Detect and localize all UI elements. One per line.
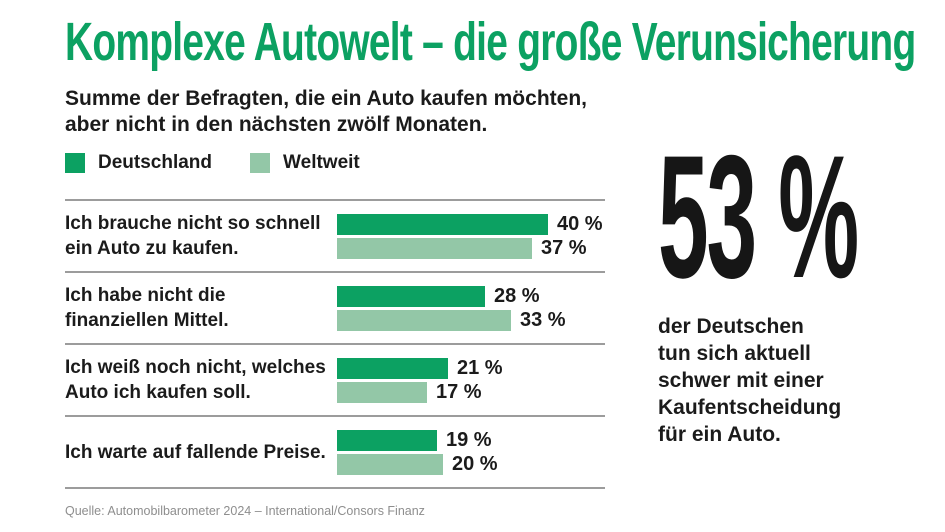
chart-legend: Deutschland Weltweit [65, 152, 945, 174]
page-title: Komplexe Autowelt – die große Verunsiche… [65, 14, 945, 70]
bar-deutschland-2 [337, 285, 485, 307]
bar-deutschland-3 [337, 357, 448, 379]
bar-deutschland-1 [337, 213, 548, 235]
source-note: Quelle: Automobilbarometer 2024 – Intern… [65, 504, 425, 518]
legend-label-deutschland: Deutschland [98, 152, 213, 173]
category-label-2-line1: Ich habe nicht die [65, 285, 226, 306]
chart-subtitle-line1: Summe der Befragten, die ein Auto kaufen… [65, 87, 587, 110]
bar-weltweit-3 [337, 381, 427, 403]
bar-weltweit-1 [337, 237, 532, 259]
page-title-text: Komplexe Autowelt – die große Verunsiche… [65, 12, 916, 72]
bar-value-deutschland-2: 28 % [494, 284, 540, 307]
legend-swatch-deutschland [65, 153, 85, 173]
category-label-3-line1: Ich weiß noch nicht, welches [65, 357, 326, 378]
legend-label-weltweit: Weltweit [283, 152, 360, 173]
bar-value-deutschland-1: 40 % [557, 212, 603, 235]
category-label-4: Ich warte auf fallende Preise. [65, 440, 337, 465]
bar-line-deutschland-4: 19 % [337, 428, 605, 451]
bar-group-4: 19 % 20 % [337, 427, 605, 478]
callout-text: der Deutschen tun sich aktuell schwer mi… [658, 313, 943, 448]
callout-text-line4: Kaufentscheidung [658, 396, 842, 419]
bar-deutschland-4 [337, 429, 437, 451]
bar-value-weltweit-1: 37 % [541, 236, 587, 259]
callout-panel: 53 % der Deutschen tun sich aktuell schw… [658, 120, 943, 448]
category-label-3-line2: Auto ich kaufen soll. [65, 382, 251, 403]
bar-group-1: 40 % 37 % [337, 211, 605, 262]
bar-value-weltweit-3: 17 % [436, 380, 482, 403]
bar-weltweit-2 [337, 309, 511, 331]
callout-text-line5: für ein Auto. [658, 423, 781, 446]
callout-text-line3: schwer mit einer [658, 369, 824, 392]
legend-swatch-weltweit [250, 153, 271, 173]
callout-percentage: 53 % [658, 120, 943, 315]
bar-line-weltweit-3: 17 % [337, 380, 605, 403]
bar-line-weltweit-4: 20 % [337, 452, 605, 475]
category-label-2: Ich habe nicht die finanziellen Mittel. [65, 283, 337, 333]
bar-value-weltweit-4: 20 % [452, 452, 498, 475]
category-label-1: Ich brauche nicht so schnell ein Auto zu… [65, 211, 337, 261]
bar-line-deutschland-1: 40 % [337, 212, 605, 235]
bar-line-deutschland-3: 21 % [337, 356, 605, 379]
chart-row-4: Ich warte auf fallende Preise. 19 % 20 % [65, 415, 605, 487]
chart-row-2: Ich habe nicht die finanziellen Mittel. … [65, 271, 605, 343]
chart-row-1: Ich brauche nicht so schnell ein Auto zu… [65, 199, 605, 271]
bar-line-weltweit-1: 37 % [337, 236, 605, 259]
chart-subtitle-line2: aber nicht in den nächsten zwölf Monaten… [65, 113, 488, 136]
chart-row-3: Ich weiß noch nicht, welches Auto ich ka… [65, 343, 605, 415]
callout-percentage-text: 53 % [658, 120, 859, 315]
bar-value-deutschland-3: 21 % [457, 356, 503, 379]
category-label-3: Ich weiß noch nicht, welches Auto ich ka… [65, 355, 337, 405]
bar-line-deutschland-2: 28 % [337, 284, 605, 307]
bar-weltweit-4 [337, 453, 443, 475]
callout-text-line1: der Deutschen [658, 315, 804, 338]
chart-subtitle: Summe der Befragten, die ein Auto kaufen… [65, 86, 945, 138]
bar-value-weltweit-2: 33 % [520, 308, 566, 331]
bar-value-deutschland-4: 19 % [446, 428, 492, 451]
category-label-1-line1: Ich brauche nicht so schnell [65, 213, 321, 234]
bar-group-3: 21 % 17 % [337, 355, 605, 406]
bar-chart: Ich brauche nicht so schnell ein Auto zu… [65, 199, 605, 489]
callout-text-line2: tun sich aktuell [658, 342, 811, 365]
category-label-1-line2: ein Auto zu kaufen. [65, 238, 239, 259]
bar-group-2: 28 % 33 % [337, 283, 605, 334]
category-label-2-line2: finanziellen Mittel. [65, 310, 229, 331]
category-label-4-line1: Ich warte auf fallende Preise. [65, 441, 326, 463]
bar-line-weltweit-2: 33 % [337, 308, 605, 331]
